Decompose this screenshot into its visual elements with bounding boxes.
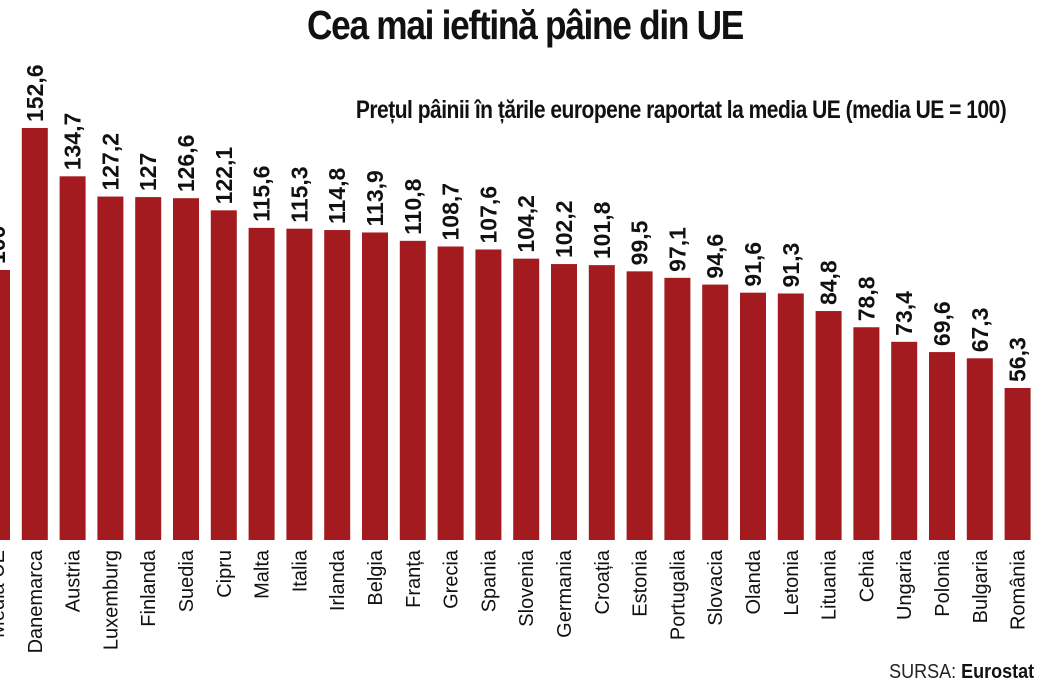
category-label-cehia: Cehia xyxy=(856,549,878,602)
bar-malta xyxy=(248,227,275,540)
value-label-finlanda: 127 xyxy=(135,153,161,191)
category-label-estonia: Estonia xyxy=(630,549,652,617)
value-label-bulgaria: 67,3 xyxy=(967,308,993,353)
category-label-bulgaria: Bulgaria xyxy=(970,549,992,623)
category-label-slovacia: Slovacia xyxy=(705,549,727,625)
value-label-media-ue: 100 xyxy=(0,226,10,264)
value-label-slovenia: 104,2 xyxy=(513,195,539,253)
value-label-lituania: 84,8 xyxy=(816,260,842,305)
bar-bulgaria xyxy=(966,358,993,540)
bars-group xyxy=(0,127,1031,541)
bar-spania xyxy=(475,249,502,541)
value-label-danemarca: 152,6 xyxy=(22,64,48,122)
category-label-slovenia: Slovenia xyxy=(516,549,538,627)
bar-croatia xyxy=(588,265,615,540)
bar-franta xyxy=(399,240,426,540)
category-label-irlanda: Irlanda xyxy=(327,549,349,611)
bar-grecia xyxy=(437,246,464,540)
value-label-franta: 110,8 xyxy=(400,178,426,234)
value-label-cehia: 78,8 xyxy=(853,276,879,321)
value-label-olanda: 91,6 xyxy=(740,242,766,287)
bar-slovacia xyxy=(702,284,729,540)
value-label-letonia: 91,3 xyxy=(778,243,804,288)
value-label-suedia: 126,6 xyxy=(173,135,199,193)
bar-cipru xyxy=(210,210,237,540)
bar-slovenia xyxy=(513,258,540,540)
category-label-romania: România xyxy=(1008,549,1030,630)
bar-olanda xyxy=(740,292,766,540)
category-label-grecia: Grecia xyxy=(441,549,463,609)
bar-cehia xyxy=(853,327,880,540)
value-labels-group: 100 152,6 134,7 127,2 127 126,6 122,1 115,6 115,… xyxy=(0,64,1031,382)
value-label-portugalia: 97,1 xyxy=(664,227,690,272)
category-label-finlanda: Finlanda xyxy=(138,549,160,627)
source-name: Eurostat xyxy=(960,661,1034,683)
category-label-italia: Italia xyxy=(289,549,311,592)
category-label-portugalia: Portugalia xyxy=(667,549,689,640)
value-label-italia: 115,3 xyxy=(286,166,312,222)
bar-lituania xyxy=(815,311,842,540)
value-label-austria: 134,7 xyxy=(60,113,86,171)
category-label-danemarca: Danemarca xyxy=(25,549,47,653)
bar-media-ue xyxy=(0,270,10,540)
category-label-lituania: Lituania xyxy=(819,549,841,620)
bar-finlanda xyxy=(135,197,162,540)
bar-luxemburg xyxy=(97,196,124,540)
category-label-cipru: Cipru xyxy=(214,550,236,598)
category-label-ungaria: Ungaria xyxy=(894,549,916,620)
category-label-polonia: Polonia xyxy=(932,549,954,617)
value-label-polonia: 69,6 xyxy=(929,301,955,346)
category-label-media-ue: Media UE xyxy=(0,550,9,638)
value-label-estonia: 99,5 xyxy=(627,220,653,265)
category-label-spania: Spania xyxy=(478,549,500,612)
value-label-spania: 107,6 xyxy=(475,186,501,244)
source-label: SURSA: xyxy=(888,661,956,683)
category-label-olanda: Olanda xyxy=(743,549,765,614)
value-label-romania: 56,3 xyxy=(1005,337,1031,382)
category-label-austria: Austria xyxy=(63,549,85,612)
bar-danemarca xyxy=(21,127,48,540)
bar-portugalia xyxy=(664,277,691,540)
chart-subtitle: Prețul pâinii în țările europene raporta… xyxy=(355,96,1007,124)
source-note: SURSA: Eurostat xyxy=(889,661,1034,684)
bar-italia xyxy=(286,228,313,540)
category-label-letonia: Letonia xyxy=(781,549,803,615)
value-label-croatia: 101,8 xyxy=(589,201,615,259)
category-label-luxemburg: Luxemburg xyxy=(100,550,122,650)
category-label-suedia: Suedia xyxy=(176,549,198,612)
bar-austria xyxy=(59,176,86,540)
bar-suedia xyxy=(173,198,199,540)
bar-irlanda xyxy=(324,230,351,541)
value-label-luxemburg: 127,2 xyxy=(97,133,123,191)
category-labels-group: Media UE Danemarca Austria Luxemburg Finland… xyxy=(0,549,1030,653)
bar-belgia xyxy=(362,232,388,540)
bar-polonia xyxy=(929,352,955,540)
category-label-germania: Germania xyxy=(554,549,576,638)
value-label-malta: 115,6 xyxy=(249,166,275,222)
chart-title: Cea mai ieftină pâine din UE xyxy=(306,2,744,48)
value-label-belgia: 113,9 xyxy=(362,170,388,226)
category-label-croatia: Croația xyxy=(592,549,614,614)
value-label-grecia: 108,7 xyxy=(438,183,464,241)
bar-letonia xyxy=(777,293,804,540)
bar-romania xyxy=(1004,387,1031,540)
bar-germania xyxy=(551,264,577,540)
value-label-slovacia: 94,6 xyxy=(702,234,728,279)
bar-estonia xyxy=(626,271,653,540)
category-label-malta: Malta xyxy=(252,549,274,599)
category-label-franta: Franța xyxy=(403,549,425,608)
value-label-germania: 102,2 xyxy=(551,200,577,258)
category-label-belgia: Belgia xyxy=(365,549,387,605)
bar-ungaria xyxy=(891,341,918,540)
value-label-ungaria: 73,4 xyxy=(891,291,917,336)
value-label-irlanda: 114,8 xyxy=(324,168,350,224)
value-label-cipru: 122,1 xyxy=(211,147,237,205)
